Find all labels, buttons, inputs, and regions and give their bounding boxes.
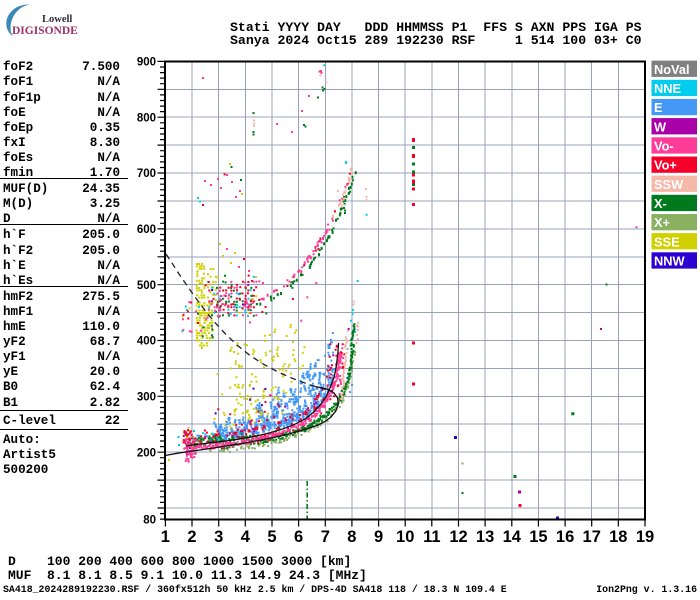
svg-text:X-: X- (654, 196, 667, 211)
svg-text:Vo-: Vo- (654, 139, 674, 154)
svg-text:200: 200 (137, 447, 156, 459)
svg-text:1: 1 (161, 528, 170, 546)
svg-text:9: 9 (374, 528, 383, 546)
svg-text:8: 8 (347, 528, 356, 546)
svg-text:NNW: NNW (654, 254, 685, 269)
svg-text:900: 900 (137, 57, 156, 69)
svg-text:16: 16 (556, 528, 574, 546)
svg-text:14: 14 (503, 528, 522, 546)
svg-text:SSW: SSW (654, 177, 684, 192)
svg-text:Vo+: Vo+ (654, 158, 677, 173)
svg-text:600: 600 (137, 224, 156, 236)
svg-text:5: 5 (267, 528, 276, 546)
svg-text:13: 13 (476, 528, 494, 546)
svg-text:7: 7 (321, 528, 330, 546)
svg-text:NoVal: NoVal (654, 62, 690, 77)
svg-text:3: 3 (214, 528, 223, 546)
svg-text:SSE: SSE (654, 234, 680, 249)
svg-text:NNE: NNE (654, 81, 681, 96)
svg-text:700: 700 (137, 168, 156, 180)
svg-text:4: 4 (241, 528, 251, 546)
svg-text:X+: X+ (654, 215, 670, 230)
svg-text:2: 2 (187, 528, 196, 546)
svg-text:19: 19 (636, 528, 654, 546)
svg-text:300: 300 (137, 392, 156, 404)
svg-text:12: 12 (449, 528, 467, 546)
svg-text:W: W (654, 119, 667, 134)
svg-text:80: 80 (143, 514, 156, 526)
svg-text:E: E (654, 100, 663, 115)
svg-text:18: 18 (609, 528, 627, 546)
svg-text:6: 6 (294, 528, 303, 546)
svg-text:800: 800 (137, 112, 156, 124)
svg-text:17: 17 (583, 528, 601, 546)
svg-text:10: 10 (396, 528, 414, 546)
svg-text:500: 500 (137, 280, 156, 292)
svg-text:400: 400 (137, 336, 156, 348)
svg-text:11: 11 (423, 528, 440, 546)
svg-text:15: 15 (529, 528, 547, 546)
